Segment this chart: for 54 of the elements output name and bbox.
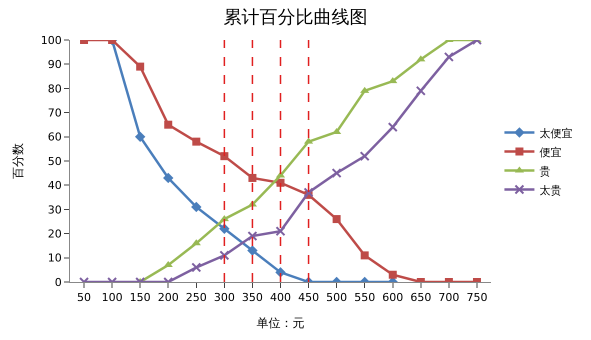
x-tick-label: 300: [214, 291, 235, 304]
point: [164, 120, 172, 129]
point: [332, 168, 342, 178]
x-tick-label: 150: [130, 291, 151, 304]
point: [248, 174, 256, 182]
point: [388, 122, 398, 132]
y-tick-label: 10: [48, 252, 62, 265]
point: [136, 62, 144, 71]
point: [220, 152, 228, 160]
point: [416, 86, 426, 96]
x-tick-label: 450: [298, 291, 320, 304]
point: [247, 245, 258, 256]
y-tick-label: 100: [40, 34, 62, 47]
point: [360, 251, 369, 260]
x-tick-label: 750: [466, 291, 488, 304]
x-tick-label: 50: [77, 291, 92, 304]
x-axis-title: 单位：元: [256, 316, 304, 330]
legend-label: 贵: [539, 164, 550, 178]
point: [191, 202, 202, 212]
x-tick-label: 650: [410, 291, 432, 304]
y-tick-label: 60: [48, 130, 62, 144]
point: [360, 151, 370, 162]
x-tick-label: 550: [354, 291, 376, 304]
x-tick-label: 250: [186, 291, 207, 304]
y-axis-title: 百分数: [11, 143, 26, 179]
point: [134, 132, 146, 142]
point: [247, 231, 258, 242]
legend-label: 太贵: [539, 184, 562, 197]
y-tick-label: 80: [48, 82, 62, 96]
x-tick-label: 350: [242, 291, 263, 304]
legend-label: 便宜: [539, 146, 562, 159]
point: [332, 215, 341, 224]
x-tick-label: 200: [158, 291, 179, 304]
point: [444, 52, 454, 62]
y-tick-label: 70: [48, 106, 62, 120]
legend-label: 太便宜: [539, 126, 572, 140]
point: [163, 172, 174, 184]
chart-title: 累计百分比曲线图: [224, 6, 368, 28]
y-tick-label: 90: [48, 58, 62, 72]
point: [304, 187, 314, 198]
point: [191, 262, 202, 272]
point: [276, 226, 286, 236]
y-tick-label: 30: [48, 203, 62, 216]
y-tick-label: 0: [54, 276, 62, 289]
x-tick-label: 500: [326, 291, 348, 304]
y-tick-label: 20: [48, 227, 62, 240]
y-tick-label: 50: [48, 154, 62, 168]
point: [219, 250, 230, 260]
x-tick-label: 700: [438, 291, 460, 304]
y-tick-label: 40: [48, 179, 62, 192]
x-tick-label: 400: [270, 291, 291, 304]
point: [192, 138, 200, 146]
x-tick-label: 600: [382, 291, 404, 304]
x-tick-label: 100: [102, 291, 123, 304]
